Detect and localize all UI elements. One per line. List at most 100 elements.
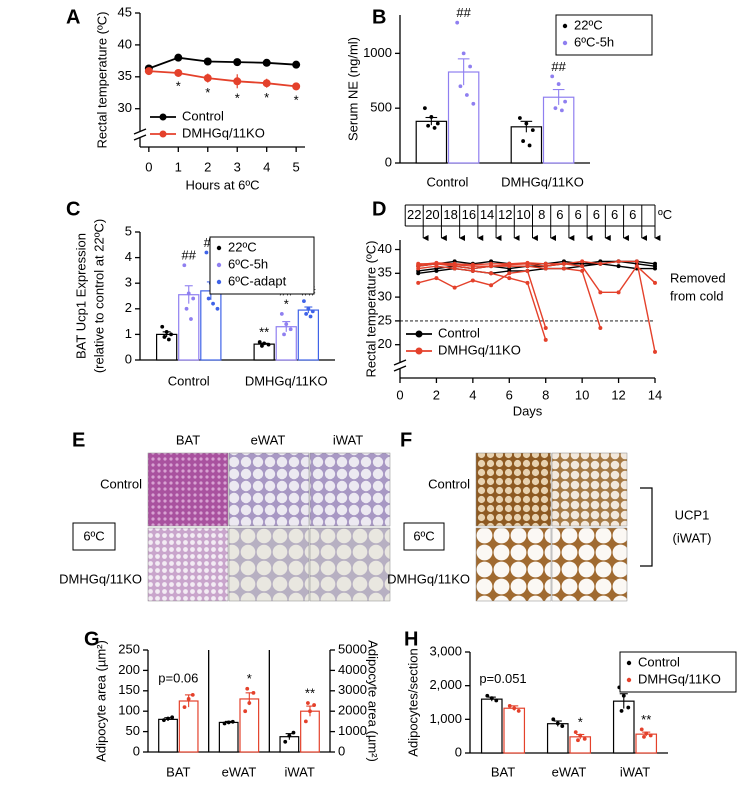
point [257, 340, 262, 344]
point [616, 259, 621, 264]
point [308, 314, 313, 319]
x-tick-label: 2 [204, 159, 211, 174]
legend-label: DMHGq/11KO [182, 125, 265, 140]
point [310, 309, 315, 314]
point [598, 326, 603, 331]
series-line [418, 263, 656, 293]
y-tick-label: 3 [125, 275, 132, 290]
y-tick-label: 30 [378, 289, 392, 304]
point [580, 268, 585, 273]
point [461, 51, 466, 56]
bar [612, 700, 635, 754]
y-tick-label: 30 [118, 100, 132, 115]
x-tick-label: 4 [469, 387, 476, 402]
point [543, 326, 548, 331]
point [560, 724, 565, 728]
point [304, 312, 309, 316]
point [215, 306, 220, 311]
schedule-value: 10 [516, 207, 530, 222]
point [556, 82, 561, 86]
point [283, 739, 288, 744]
series-line [148, 70, 297, 88]
bar [218, 721, 239, 753]
point [644, 731, 649, 736]
point [468, 64, 473, 69]
panel-letter: B [372, 6, 386, 28]
bar [158, 718, 178, 753]
point [434, 276, 439, 281]
row-label: Control [428, 476, 470, 491]
point [489, 696, 494, 701]
point [507, 271, 512, 276]
micrograph [309, 527, 391, 602]
legend-label: 6ºC-adapt [228, 273, 287, 288]
panel-letter: H [404, 628, 418, 650]
point [166, 337, 171, 342]
bar [178, 294, 200, 361]
x-tick-label: 3 [234, 159, 241, 174]
x-tick-label: Control [427, 174, 469, 189]
point [186, 291, 191, 296]
x-tick-label: Control [168, 373, 210, 388]
point [550, 74, 555, 79]
point [525, 260, 530, 265]
point [485, 693, 490, 698]
panel-letter: G [84, 628, 100, 650]
threshold-label: from cold [670, 288, 723, 303]
significance: * [264, 90, 269, 105]
point [292, 60, 301, 69]
point [634, 259, 639, 264]
y-tick-label: 20 [378, 336, 392, 351]
point [308, 709, 312, 714]
bar [569, 736, 592, 754]
point [182, 263, 187, 268]
point [639, 727, 644, 732]
point [521, 139, 526, 143]
row-label: DMHGq/11KO [59, 571, 142, 586]
point [580, 259, 585, 264]
micrograph [228, 527, 310, 602]
point [489, 261, 494, 266]
point [203, 57, 212, 66]
legend-marker [216, 279, 222, 285]
point [174, 68, 183, 77]
panel-letter: D [372, 198, 386, 220]
row-label: Control [100, 476, 142, 491]
x-axis-label: Days [513, 403, 543, 418]
x-tick-label: 0 [145, 159, 152, 174]
bar [239, 698, 260, 753]
series-line [418, 270, 547, 329]
point [530, 128, 535, 133]
x-tick-label: 12 [611, 387, 625, 402]
y-tick-label: 1 [125, 326, 132, 341]
bar [253, 343, 275, 361]
column-label: BAT [176, 432, 200, 447]
x-tick-label: BAT [491, 764, 515, 779]
x-tick-label: 6 [506, 387, 513, 402]
row-label: DMHGq/11KO [387, 571, 470, 586]
bar [510, 126, 543, 164]
point [598, 261, 603, 266]
legend-marker [159, 130, 167, 138]
point [471, 101, 476, 106]
legend-marker [216, 262, 222, 268]
y-axis-label: (relative to control at 22ºC) [91, 219, 106, 373]
series-line [418, 265, 547, 341]
x-tick-label: DMHGq/11KO [245, 373, 328, 388]
y-tick-label: 35 [378, 265, 392, 280]
point [525, 280, 530, 285]
point [452, 261, 457, 266]
y-tick-label: 200 [118, 662, 140, 677]
point [642, 734, 646, 739]
point [582, 736, 587, 741]
x-tick-label: iWAT [620, 764, 650, 779]
bar [447, 71, 480, 164]
point [434, 260, 439, 265]
point [527, 143, 532, 148]
point [426, 123, 431, 128]
stain-label: UCP1 [675, 507, 710, 522]
x-tick-label: BAT [166, 764, 190, 779]
y-tick-label: 35 [118, 68, 132, 83]
point [189, 317, 193, 321]
point [489, 283, 494, 288]
